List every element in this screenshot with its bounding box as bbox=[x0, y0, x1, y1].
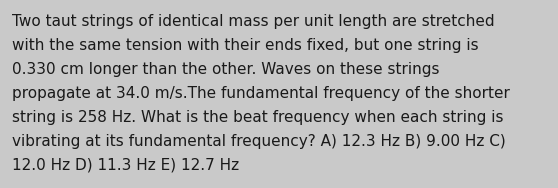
Text: vibrating at its fundamental frequency? A) 12.3 Hz B) 9.00 Hz C): vibrating at its fundamental frequency? … bbox=[12, 134, 506, 149]
Text: 12.0 Hz D) 11.3 Hz E) 12.7 Hz: 12.0 Hz D) 11.3 Hz E) 12.7 Hz bbox=[12, 158, 239, 173]
Text: Two taut strings of identical mass per unit length are stretched: Two taut strings of identical mass per u… bbox=[12, 14, 494, 29]
Text: 0.330 cm longer than the other. Waves on these strings: 0.330 cm longer than the other. Waves on… bbox=[12, 62, 440, 77]
Text: with the same tension with their ends fixed, but one string is: with the same tension with their ends fi… bbox=[12, 38, 479, 53]
Text: propagate at 34.0 m/s.The fundamental frequency of the shorter: propagate at 34.0 m/s.The fundamental fr… bbox=[12, 86, 510, 101]
Text: string is 258 Hz. What is the beat frequency when each string is: string is 258 Hz. What is the beat frequ… bbox=[12, 110, 503, 125]
